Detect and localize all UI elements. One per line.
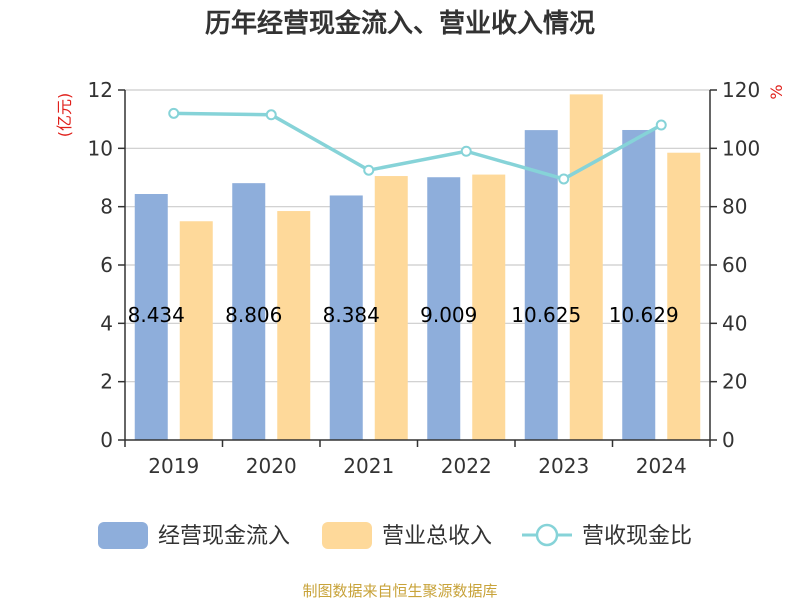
right-tick-label: 0 — [722, 428, 735, 452]
ratio-point-2021 — [363, 164, 375, 176]
bar-revenue-2023 — [569, 94, 603, 440]
legend-swatch-revenue — [322, 522, 372, 549]
right-tick-label: 60 — [722, 253, 747, 277]
source-note: 制图数据来自恒生聚源数据库 — [302, 582, 497, 600]
data-label-2021: 8.384 — [323, 303, 380, 327]
bar-revenue-2024 — [667, 152, 701, 441]
data-labels: 8.434 8.806 8.384 9.009 10.625 10.629 — [128, 303, 679, 327]
data-label-2023: 10.625 — [511, 303, 581, 327]
x-tick-label: 2021 — [343, 454, 394, 478]
legend-label-ratio: 营收现金比 — [582, 524, 692, 549]
bar-cash-inflow-2023 — [524, 130, 558, 440]
bar-revenue-2019 — [179, 221, 213, 440]
chart-title: 历年经营现金流入、营业收入情况 — [205, 8, 595, 39]
ratio-point-2022 — [460, 145, 472, 157]
right-tick-label: 100 — [722, 136, 760, 160]
right-tick-label: 40 — [722, 311, 747, 335]
right-tick-label: 120 — [722, 78, 760, 102]
x-tick-label: 2020 — [246, 454, 297, 478]
right-tick-label: 20 — [722, 370, 747, 394]
left-tick-label: 2 — [100, 370, 113, 394]
ratio-line-path — [173, 111, 663, 181]
data-label-2019: 8.434 — [128, 303, 185, 327]
left-tick-label: 0 — [100, 428, 113, 452]
right-axis-unit: % — [767, 84, 786, 99]
right-tick-label: 80 — [722, 195, 747, 219]
bar-revenue-2021 — [374, 176, 408, 440]
legend: 经营现金流入 营业总收入 营收现金比 — [98, 522, 692, 549]
grid-lines — [125, 89, 710, 383]
legend-label-cash-inflow: 经营现金流入 — [158, 524, 290, 549]
left-tick-label: 4 — [100, 311, 113, 335]
legend-swatch-cash-inflow — [98, 522, 148, 549]
bar-cash-inflow-2020 — [232, 183, 266, 441]
bar-cash-inflow-2022 — [427, 177, 461, 441]
x-tick-label: 2024 — [636, 454, 687, 478]
left-tick-label: 6 — [100, 253, 113, 277]
ratio-line — [168, 107, 667, 185]
ratio-point-2023 — [558, 173, 570, 185]
x-tick-label: 2022 — [441, 454, 492, 478]
ratio-point-2019 — [168, 107, 180, 119]
data-label-2020: 8.806 — [225, 303, 282, 327]
data-label-2022: 9.009 — [420, 303, 477, 327]
bar-cash-inflow-2019 — [134, 194, 168, 440]
legend-label-revenue: 营业总收入 — [382, 524, 492, 549]
legend-swatch-ratio-marker — [535, 523, 559, 547]
bar-cash-inflow-2021 — [329, 195, 363, 440]
bar-revenue-2022 — [472, 174, 506, 441]
ratio-point-2020 — [265, 109, 277, 121]
x-tick-label: 2023 — [538, 454, 589, 478]
ratio-point-2024 — [655, 119, 667, 131]
bars — [134, 94, 701, 441]
left-tick-label: 12 — [88, 78, 113, 102]
left-tick-label: 8 — [100, 195, 113, 219]
left-tick-label: 10 — [88, 136, 113, 160]
x-tick-label: 2019 — [148, 454, 199, 478]
left-axis-unit: (亿元) — [55, 93, 74, 138]
bar-cash-inflow-2024 — [622, 129, 656, 441]
data-label-2024: 10.629 — [609, 303, 679, 327]
bar-revenue-2020 — [277, 211, 311, 440]
